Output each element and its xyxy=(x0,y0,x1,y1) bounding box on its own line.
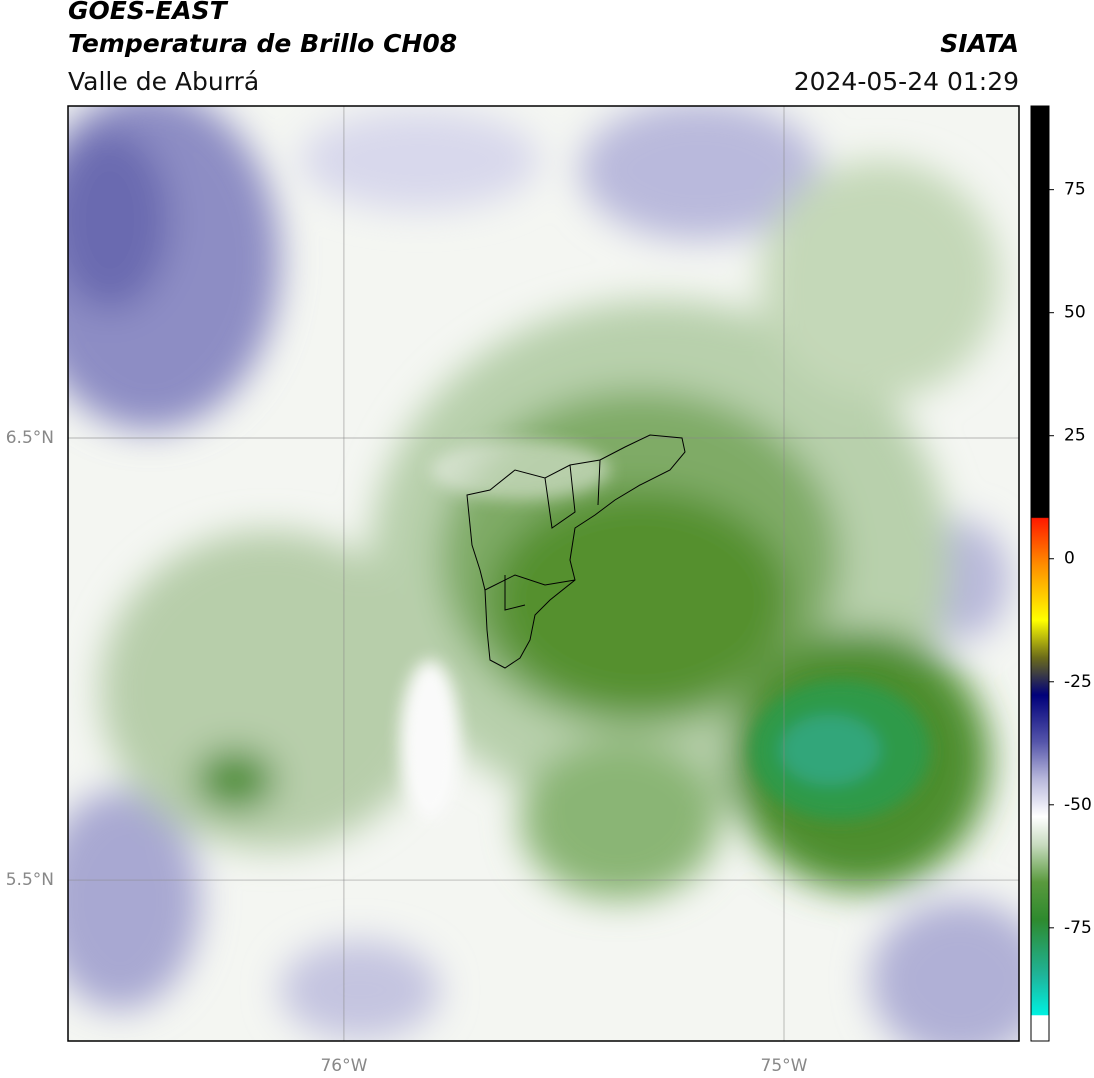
colorbar-tick-label: -75 xyxy=(1064,918,1092,938)
valley-boundary xyxy=(466,434,686,669)
colorbar-tick-label: 50 xyxy=(1064,303,1086,323)
title: GOES-EAST xyxy=(68,0,229,25)
region: Valle de Aburrá xyxy=(68,67,259,96)
brightness-field xyxy=(68,106,1019,1041)
timestamp: 2024-05-24 01:29 xyxy=(794,67,1019,96)
subtitle: Temperatura de Brillo CH08 xyxy=(68,29,457,58)
x-tick-label: 75°W xyxy=(761,1056,808,1076)
colorbar-tick-label: -25 xyxy=(1064,672,1092,692)
colorbar-tick-label: -50 xyxy=(1064,795,1092,815)
colorbar-tick-label: 25 xyxy=(1064,426,1086,446)
colorbar xyxy=(1030,105,1050,1042)
graticule xyxy=(68,106,1019,1041)
source: SIATA xyxy=(940,29,1019,58)
y-tick-label: 5.5°N xyxy=(6,870,54,890)
colorbar-tick-label: 0 xyxy=(1064,549,1075,569)
x-tick-label: 76°W xyxy=(320,1056,367,1076)
y-tick-label: 6.5°N xyxy=(6,428,54,448)
colorbar-tick-label: 75 xyxy=(1064,180,1086,200)
map-frame xyxy=(67,105,1020,1042)
